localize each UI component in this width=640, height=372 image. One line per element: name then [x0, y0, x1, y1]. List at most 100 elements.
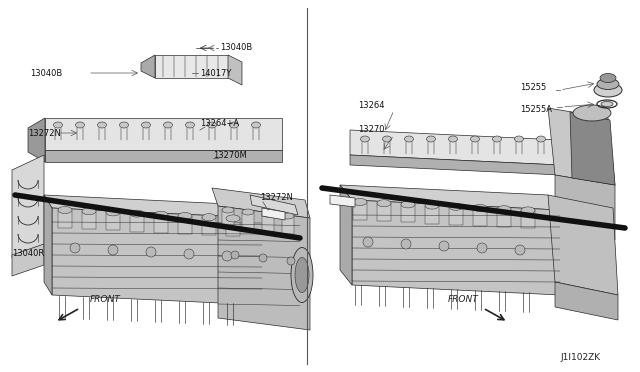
Polygon shape: [340, 185, 352, 285]
Polygon shape: [262, 208, 285, 220]
Ellipse shape: [178, 212, 192, 219]
Ellipse shape: [230, 122, 239, 128]
Text: 15255A: 15255A: [520, 106, 552, 115]
Circle shape: [259, 254, 267, 262]
Polygon shape: [555, 175, 615, 240]
Polygon shape: [218, 206, 310, 330]
Ellipse shape: [377, 200, 391, 207]
Polygon shape: [141, 55, 155, 78]
Polygon shape: [226, 218, 240, 236]
Polygon shape: [425, 206, 439, 224]
Polygon shape: [212, 188, 310, 218]
Ellipse shape: [353, 199, 367, 205]
Text: 13264: 13264: [358, 100, 385, 109]
Polygon shape: [330, 195, 355, 207]
Polygon shape: [377, 203, 391, 221]
Polygon shape: [473, 208, 487, 226]
Ellipse shape: [600, 74, 616, 83]
Text: 13040B: 13040B: [30, 68, 62, 77]
Ellipse shape: [186, 122, 195, 128]
Polygon shape: [222, 210, 234, 228]
Polygon shape: [570, 112, 615, 185]
Ellipse shape: [97, 122, 106, 128]
Ellipse shape: [120, 122, 129, 128]
Polygon shape: [350, 130, 560, 165]
Polygon shape: [350, 155, 560, 175]
Ellipse shape: [54, 122, 63, 128]
Ellipse shape: [601, 102, 613, 106]
Polygon shape: [497, 209, 511, 227]
Polygon shape: [353, 202, 367, 220]
Ellipse shape: [473, 205, 487, 212]
Ellipse shape: [521, 207, 535, 214]
Ellipse shape: [58, 206, 72, 214]
Ellipse shape: [497, 206, 511, 213]
Ellipse shape: [82, 208, 96, 215]
Ellipse shape: [291, 247, 313, 302]
Text: FRONT: FRONT: [448, 295, 479, 304]
Circle shape: [477, 243, 487, 253]
Circle shape: [231, 251, 239, 259]
Circle shape: [70, 243, 80, 253]
Ellipse shape: [226, 215, 240, 222]
Text: FRONT: FRONT: [90, 295, 121, 304]
Circle shape: [108, 245, 118, 255]
Ellipse shape: [573, 105, 611, 121]
Ellipse shape: [470, 136, 479, 142]
Ellipse shape: [594, 83, 622, 97]
Polygon shape: [282, 216, 294, 234]
Circle shape: [515, 245, 525, 255]
Text: 13272N: 13272N: [260, 193, 293, 202]
Polygon shape: [548, 108, 615, 185]
Circle shape: [439, 241, 449, 251]
Polygon shape: [555, 282, 618, 320]
Text: 13040R: 13040R: [12, 248, 44, 257]
Polygon shape: [250, 195, 298, 215]
Ellipse shape: [536, 136, 545, 142]
Ellipse shape: [282, 213, 294, 219]
Ellipse shape: [202, 214, 216, 221]
Polygon shape: [12, 155, 44, 258]
Text: 13264+A: 13264+A: [200, 119, 239, 128]
Circle shape: [222, 251, 232, 261]
Ellipse shape: [404, 136, 413, 142]
Polygon shape: [401, 204, 415, 222]
Ellipse shape: [242, 209, 254, 215]
Polygon shape: [521, 211, 535, 228]
Polygon shape: [352, 200, 560, 295]
Circle shape: [146, 247, 156, 257]
Ellipse shape: [449, 203, 463, 210]
Polygon shape: [449, 207, 463, 225]
Ellipse shape: [262, 211, 274, 217]
Polygon shape: [45, 150, 282, 162]
Ellipse shape: [130, 210, 144, 217]
Ellipse shape: [449, 136, 458, 142]
Ellipse shape: [493, 136, 502, 142]
Ellipse shape: [222, 207, 234, 213]
Polygon shape: [44, 195, 52, 295]
Text: 15255: 15255: [520, 83, 547, 93]
Text: 13040B: 13040B: [220, 44, 252, 52]
Text: 13272N: 13272N: [28, 128, 61, 138]
Ellipse shape: [360, 136, 369, 142]
Text: 13270M: 13270M: [213, 151, 247, 160]
Polygon shape: [242, 212, 254, 230]
Polygon shape: [202, 217, 216, 235]
Ellipse shape: [425, 202, 439, 209]
Polygon shape: [106, 212, 120, 230]
Ellipse shape: [597, 78, 619, 90]
Circle shape: [363, 237, 373, 247]
Polygon shape: [154, 215, 168, 233]
Circle shape: [184, 249, 194, 259]
Ellipse shape: [163, 122, 173, 128]
Polygon shape: [12, 244, 44, 276]
Ellipse shape: [426, 136, 435, 142]
Ellipse shape: [154, 211, 168, 218]
Ellipse shape: [515, 136, 524, 142]
Ellipse shape: [383, 136, 392, 142]
Ellipse shape: [401, 201, 415, 208]
Circle shape: [401, 239, 411, 249]
Ellipse shape: [252, 122, 260, 128]
Text: J1I102ZK: J1I102ZK: [560, 353, 600, 362]
Text: 14017Y: 14017Y: [200, 68, 232, 77]
